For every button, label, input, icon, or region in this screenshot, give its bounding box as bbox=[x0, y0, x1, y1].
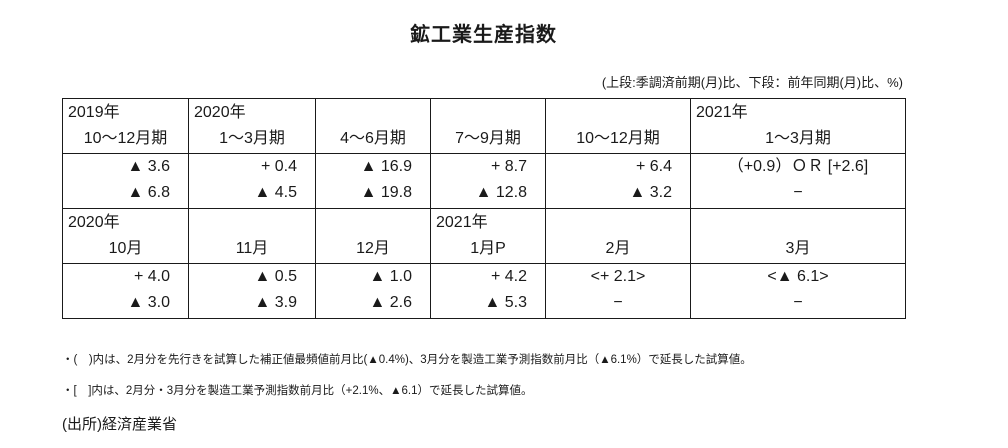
mom-value: ▲ 3.6 bbox=[127, 158, 170, 175]
source-label: (出所)経済産業省 bbox=[62, 416, 177, 433]
period-label: 2月 bbox=[605, 240, 631, 257]
period-label: 11月 bbox=[235, 240, 269, 257]
monthly-values-row: + 4.0 ▲ 3.0 ▲ 0.5 ▲ 3.9 ▲ 1.0 ▲ 2.6 + 4.… bbox=[62, 263, 906, 319]
mom-value: ▲ 0.5 bbox=[254, 268, 297, 285]
mom-value: ▲ 1.0 bbox=[369, 268, 412, 285]
production-index-table: 2019年 10～12月期 2020年 1～3月期 4～6月期 7～9月期 bbox=[62, 98, 906, 319]
year-label bbox=[316, 209, 430, 236]
mom-value: ▲ 16.9 bbox=[360, 158, 412, 175]
yoy-value: ▲ 3.9 bbox=[254, 294, 297, 311]
year-label: 2019年 bbox=[68, 104, 120, 121]
month-header-cell: 2月 bbox=[545, 208, 691, 264]
month-header-cell: 2020年 10月 bbox=[62, 208, 189, 264]
quarter-header-cell: 4～6月期 bbox=[315, 98, 431, 154]
month-header-cell: 12月 bbox=[315, 208, 431, 264]
footnote-parentheses: ・( )内は、2月分を先行きを試算した補正値最頻値前月比(▲0.4%)、3月分を… bbox=[62, 354, 752, 366]
value-cell: + 4.0 ▲ 3.0 bbox=[62, 263, 189, 319]
quarter-header-cell: 10～12月期 bbox=[545, 98, 691, 154]
quarter-header-cell: 7～9月期 bbox=[430, 98, 546, 154]
yoy-value: − bbox=[793, 184, 803, 201]
period-label: 1～3月期 bbox=[765, 130, 831, 147]
yoy-value: ▲ 19.8 bbox=[360, 184, 412, 201]
value-cell: <▲ 6.1> − bbox=[690, 263, 906, 319]
year-label bbox=[431, 99, 545, 126]
units-note: (上段:季調済前期(月)比、下段：前年同期(月)比、%) bbox=[601, 75, 903, 90]
value-cell: + 8.7 ▲ 12.8 bbox=[430, 153, 546, 209]
yoy-value: ▲ 3.0 bbox=[127, 294, 170, 311]
mom-value: <+ 2.1> bbox=[590, 268, 646, 285]
period-label: 12月 bbox=[356, 240, 390, 257]
yoy-value: ▲ 5.3 bbox=[484, 294, 527, 311]
value-cell: ▲ 16.9 ▲ 19.8 bbox=[315, 153, 431, 209]
mom-value: （+0.9）ＯＲ [+2.6] bbox=[727, 158, 869, 175]
page-title: 鉱工業生産指数 bbox=[410, 24, 557, 46]
quarterly-values-row: ▲ 3.6 ▲ 6.8 + 0.4 ▲ 4.5 ▲ 16.9 ▲ 19.8 + … bbox=[62, 153, 906, 209]
year-label bbox=[546, 99, 690, 126]
period-label: 1～3月期 bbox=[219, 130, 285, 147]
year-label bbox=[546, 209, 690, 236]
value-cell: + 0.4 ▲ 4.5 bbox=[188, 153, 316, 209]
period-label: 4～6月期 bbox=[340, 130, 406, 147]
year-label: 2021年 bbox=[696, 104, 748, 121]
yoy-value: − bbox=[613, 294, 623, 311]
document-body: 鉱工業生産指数 (上段:季調済前期(月)比、下段：前年同期(月)比、%) 201… bbox=[62, 0, 906, 434]
yoy-value: ▲ 2.6 bbox=[369, 294, 412, 311]
footnotes: ・( )内は、2月分を先行きを試算した補正値最頻値前月比(▲0.4%)、3月分を… bbox=[62, 351, 905, 398]
yoy-value: ▲ 3.2 bbox=[629, 184, 672, 201]
year-label: 2021年 bbox=[436, 214, 488, 231]
month-header-cell: 3月 bbox=[690, 208, 906, 264]
mom-value: + 0.4 bbox=[260, 158, 297, 175]
value-cell: ▲ 3.6 ▲ 6.8 bbox=[62, 153, 189, 209]
month-header-cell: 11月 bbox=[188, 208, 316, 264]
value-cell: + 4.2 ▲ 5.3 bbox=[430, 263, 546, 319]
mom-value: + 8.7 bbox=[490, 158, 527, 175]
footnote-brackets: ・[ ]内は、2月分・3月分を製造工業予測指数前月比（+2.1%、▲6.1）で延… bbox=[62, 385, 533, 397]
mom-value: + 4.0 bbox=[133, 268, 170, 285]
year-label: 2020年 bbox=[68, 214, 120, 231]
yoy-value: − bbox=[793, 294, 803, 311]
period-label: 10月 bbox=[108, 240, 143, 257]
yoy-value: ▲ 6.8 bbox=[127, 184, 170, 201]
period-label: 10～12月期 bbox=[576, 130, 660, 147]
year-label bbox=[189, 209, 315, 236]
period-label: 7～9月期 bbox=[455, 130, 521, 147]
value-cell: <+ 2.1> − bbox=[545, 263, 691, 319]
mom-value: + 6.4 bbox=[635, 158, 672, 175]
value-cell: ▲ 1.0 ▲ 2.6 bbox=[315, 263, 431, 319]
quarterly-header-row: 2019年 10～12月期 2020年 1～3月期 4～6月期 7～9月期 bbox=[62, 98, 906, 154]
yoy-value: ▲ 12.8 bbox=[475, 184, 527, 201]
mom-value: + 4.2 bbox=[490, 268, 527, 285]
year-label bbox=[316, 99, 430, 126]
monthly-header-row: 2020年 10月 11月 12月 2021年 1月P 2月 bbox=[62, 208, 906, 264]
month-header-cell: 2021年 1月P bbox=[430, 208, 546, 264]
quarter-header-cell: 2021年 1～3月期 bbox=[690, 98, 906, 154]
year-label bbox=[691, 209, 905, 236]
value-cell: + 6.4 ▲ 3.2 bbox=[545, 153, 691, 209]
year-label: 2020年 bbox=[194, 104, 246, 121]
value-cell: ▲ 0.5 ▲ 3.9 bbox=[188, 263, 316, 319]
yoy-value: ▲ 4.5 bbox=[254, 184, 297, 201]
quarter-header-cell: 2019年 10～12月期 bbox=[62, 98, 189, 154]
period-label: 3月 bbox=[785, 240, 811, 257]
mom-value: <▲ 6.1> bbox=[767, 268, 829, 285]
period-label: 1月P bbox=[470, 240, 506, 257]
value-cell: （+0.9）ＯＲ [+2.6] − bbox=[690, 153, 906, 209]
quarter-header-cell: 2020年 1～3月期 bbox=[188, 98, 316, 154]
period-label: 10～12月期 bbox=[83, 130, 168, 147]
